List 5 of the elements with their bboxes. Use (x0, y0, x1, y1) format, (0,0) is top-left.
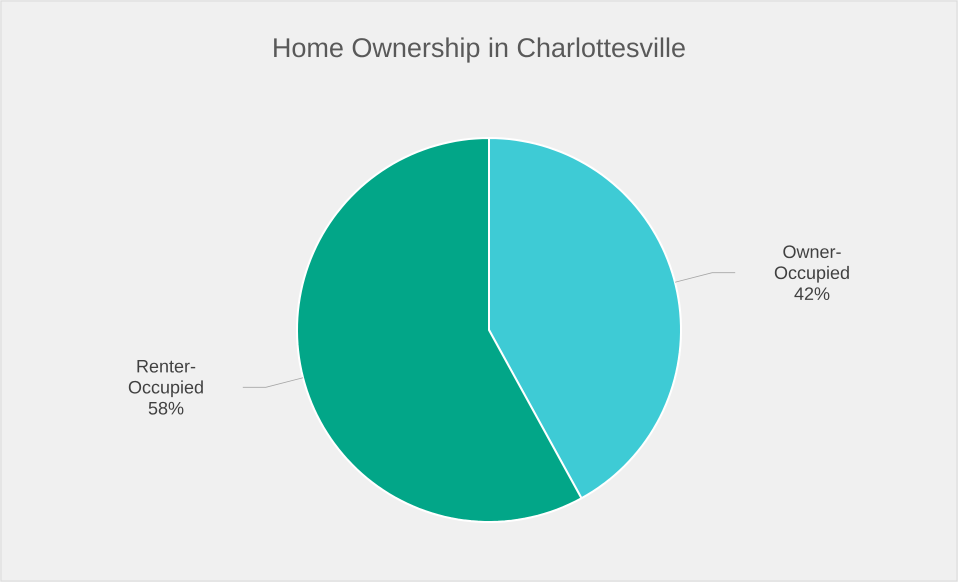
slice-label: Owner-Occupied (774, 245, 849, 283)
chart-title: Home Ownership in Charlottesville (274, 37, 685, 63)
slice-label: Renter-Occupied (128, 360, 203, 398)
data-label: 42% (794, 287, 830, 300)
data-label: 58% (148, 402, 184, 415)
